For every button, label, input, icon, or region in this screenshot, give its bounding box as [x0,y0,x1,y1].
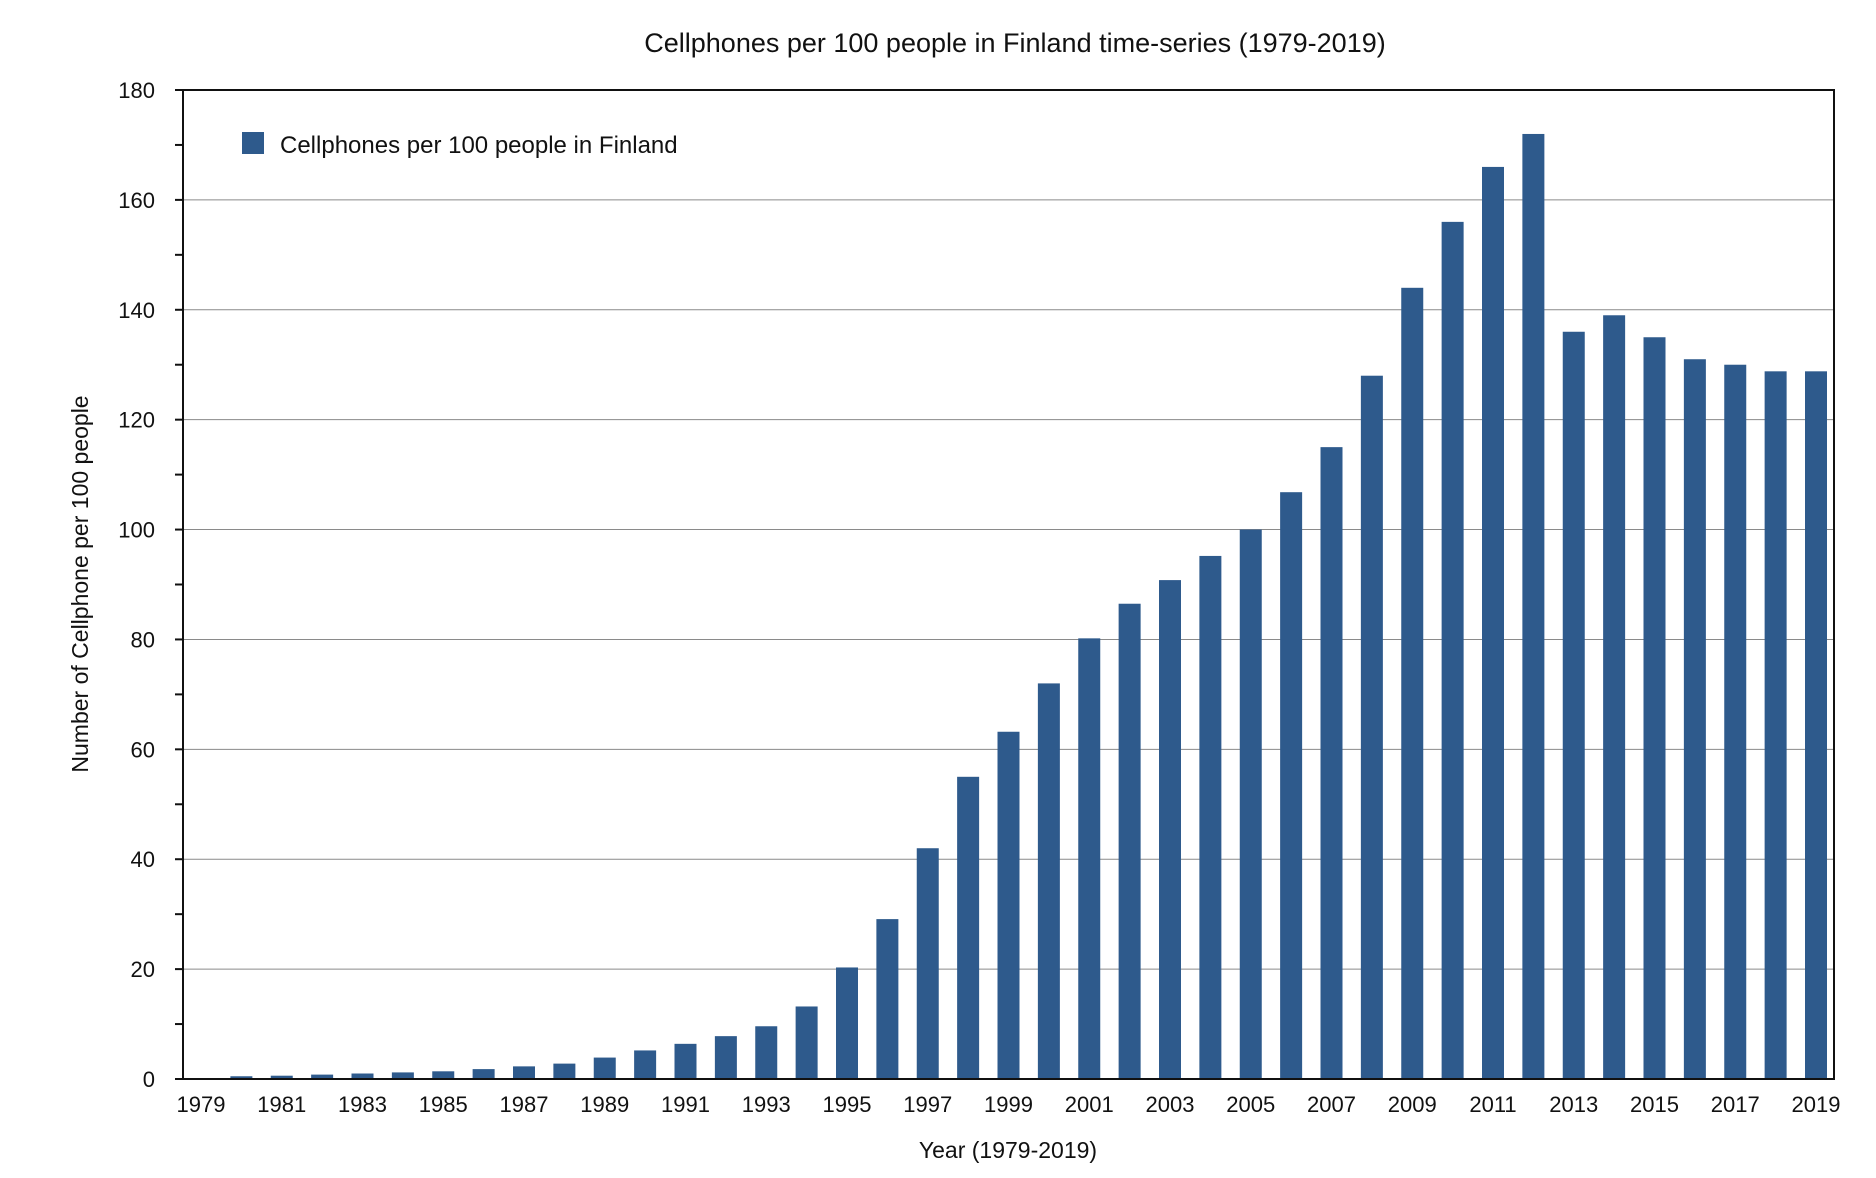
y-tick-label: 160 [118,188,155,213]
bar-1980 [230,1076,253,1079]
bar-2017 [1724,364,1747,1079]
bar-2010 [1441,221,1464,1079]
bar-1983 [351,1073,374,1079]
x-tick-label: 1979 [177,1092,226,1117]
bar-1982 [311,1074,334,1079]
bar-1996 [876,919,899,1079]
bar-1985 [432,1071,455,1079]
legend: Cellphones per 100 people in Finland [242,132,678,159]
bar-2019 [1805,371,1827,1079]
bar-2004 [1199,555,1222,1079]
bar-2012 [1522,133,1545,1079]
x-axis-label: Year (1979-2019) [919,1137,1097,1163]
x-tick-label: 1995 [823,1092,872,1117]
y-axis-label: Number of Cellphone per 100 people [67,395,93,772]
legend-label: Cellphones per 100 people in Finland [280,132,678,159]
y-tick-label: 140 [118,298,155,323]
x-tick-label: 1987 [500,1092,549,1117]
bar-1986 [472,1069,495,1079]
y-tick-label: 80 [131,627,155,652]
bar-1992 [714,1036,737,1079]
bar-2011 [1482,166,1504,1079]
bar-2008 [1360,375,1383,1079]
x-tick-label: 1991 [661,1092,710,1117]
bar-1997 [916,848,939,1079]
bar-1991 [674,1043,697,1079]
bar-1984 [391,1072,414,1079]
x-tick-label: 1993 [742,1092,791,1117]
bar-1989 [593,1057,616,1079]
bar-2016 [1683,359,1706,1079]
bar-1987 [513,1066,535,1079]
y-tick-label: 180 [118,78,155,103]
x-tick-label: 1997 [903,1092,952,1117]
x-tick-label: 2017 [1711,1092,1760,1117]
chart-title: Cellphones per 100 people in Finland tim… [644,28,1385,58]
bar-2015 [1643,337,1666,1079]
bar-2014 [1603,315,1626,1079]
bar-1995 [836,967,858,1079]
x-tick-label: 1999 [984,1092,1033,1117]
x-tick-label: 2015 [1630,1092,1679,1117]
bars [230,133,1827,1079]
bar-2001 [1078,638,1101,1079]
x-tick-label: 2009 [1388,1092,1437,1117]
bar-1993 [755,1026,778,1079]
y-tick-label: 120 [118,408,155,433]
x-tick-label: 2007 [1307,1092,1356,1117]
y-axis: 0 20 40 60 80 100 120 140 160 180 [118,78,183,1092]
x-tick-label: 2001 [1065,1092,1114,1117]
y-tick-label: 100 [118,518,155,543]
x-tick-label: 1985 [419,1092,468,1117]
bar-2002 [1118,603,1141,1079]
x-tick-label: 1983 [338,1092,387,1117]
x-tick-label: 1981 [257,1092,306,1117]
bar-1994 [795,1006,818,1079]
bar-2018 [1764,371,1787,1079]
bar-2007 [1320,447,1343,1079]
bar-2006 [1280,492,1303,1079]
bar-2005 [1239,529,1262,1079]
bar-2013 [1562,331,1585,1079]
x-tick-label: 1989 [580,1092,629,1117]
x-axis: 1979 1981 1983 1985 1987 1989 1991 1993 1995 1997… [177,1092,1841,1117]
bar-1990 [634,1050,657,1079]
y-tick-label: 0 [143,1067,155,1092]
bar-2009 [1401,287,1424,1079]
bar-2003 [1159,580,1181,1079]
legend-swatch [242,132,264,154]
y-tick-label: 60 [131,737,155,762]
y-tick-label: 20 [131,957,155,982]
x-tick-label: 2019 [1792,1092,1841,1117]
bar-2000 [1037,683,1060,1079]
x-tick-label: 2005 [1226,1092,1275,1117]
bar-1981 [270,1075,293,1079]
bar-1999 [997,731,1020,1079]
bar-1998 [957,776,980,1079]
x-tick-label: 2011 [1469,1092,1516,1117]
y-tick-label: 40 [131,847,155,872]
x-tick-label: 2003 [1146,1092,1195,1117]
bar-1988 [553,1063,576,1079]
x-tick-label: 2013 [1549,1092,1598,1117]
